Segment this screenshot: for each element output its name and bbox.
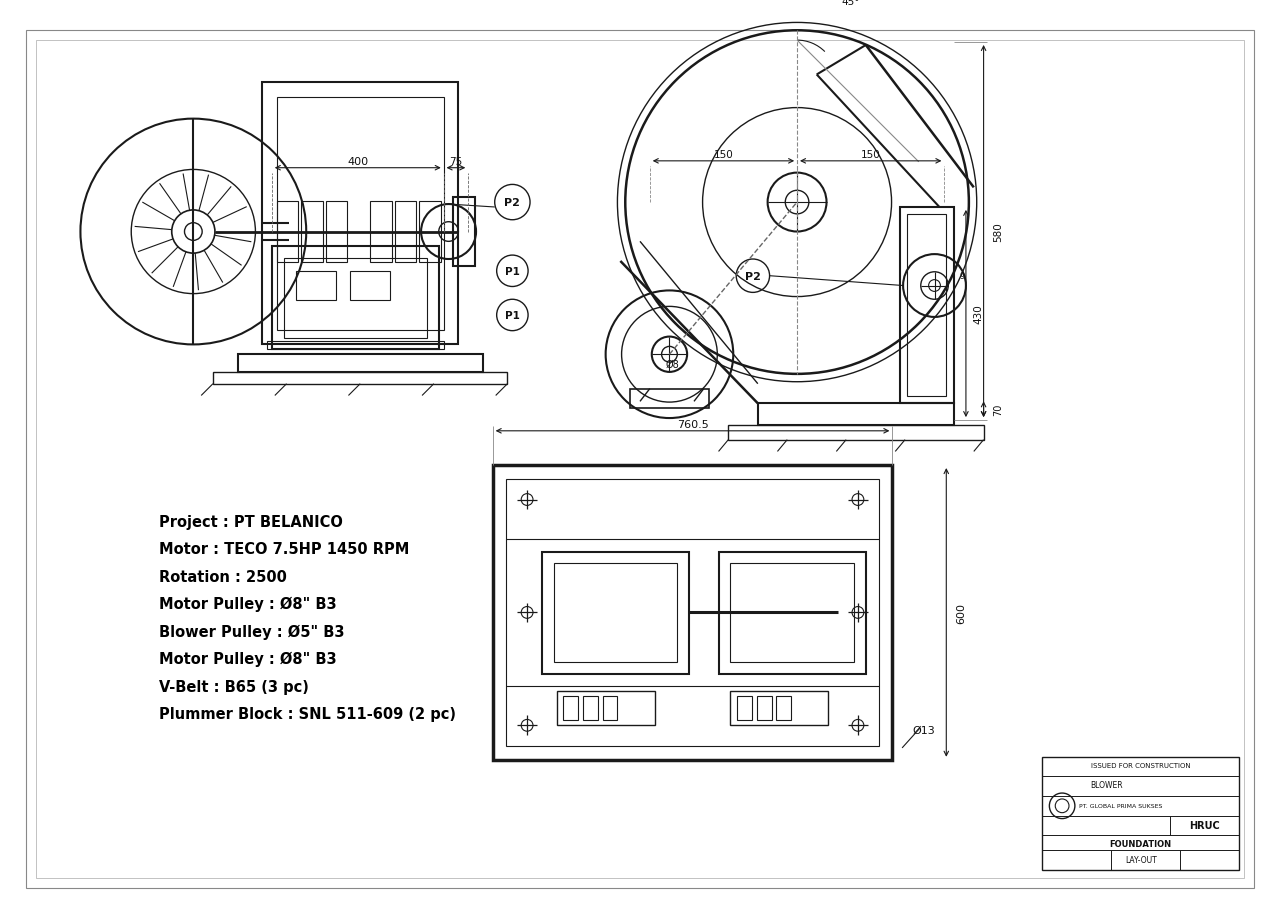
Bar xyxy=(284,259,428,338)
Bar xyxy=(268,342,444,350)
Text: 70: 70 xyxy=(993,404,1004,416)
Text: PT. GLOBAL PRIMA SUKSES: PT. GLOBAL PRIMA SUKSES xyxy=(1079,804,1162,808)
Text: 150: 150 xyxy=(713,150,733,160)
Bar xyxy=(728,425,983,440)
Text: Motor : TECO 7.5HP 1450 RPM: Motor : TECO 7.5HP 1450 RPM xyxy=(159,542,410,556)
Text: FOUNDATION: FOUNDATION xyxy=(1110,839,1171,848)
Bar xyxy=(908,215,946,397)
Bar xyxy=(297,272,335,301)
Bar xyxy=(351,272,389,301)
Bar xyxy=(563,696,579,721)
Text: 45°: 45° xyxy=(842,0,860,7)
Text: Motor Pulley : Ø8" B3: Motor Pulley : Ø8" B3 xyxy=(159,651,337,666)
Bar xyxy=(419,202,440,263)
Text: Ø8.: Ø8. xyxy=(666,359,682,369)
Bar xyxy=(493,466,892,759)
Bar xyxy=(603,696,617,721)
Text: Plummer Block : SNL 511-609 (2 pc): Plummer Block : SNL 511-609 (2 pc) xyxy=(159,706,456,721)
Bar xyxy=(731,691,828,725)
Bar xyxy=(271,247,439,350)
Text: 430: 430 xyxy=(974,304,984,324)
Bar xyxy=(301,202,323,263)
Text: 580: 580 xyxy=(993,222,1004,242)
Bar xyxy=(777,696,791,721)
Bar xyxy=(453,198,475,266)
Text: HRUC: HRUC xyxy=(1189,821,1220,831)
Text: P2: P2 xyxy=(745,272,760,282)
Bar xyxy=(900,208,954,404)
Text: ISSUED FOR CONSTRUCTION: ISSUED FOR CONSTRUCTION xyxy=(1091,762,1190,768)
Text: 150: 150 xyxy=(861,150,881,160)
Bar xyxy=(584,696,598,721)
Bar xyxy=(758,404,954,425)
Text: P1: P1 xyxy=(504,266,520,276)
Text: 75: 75 xyxy=(449,156,462,167)
Bar xyxy=(212,373,507,385)
Text: Project : PT BELANICO: Project : PT BELANICO xyxy=(159,514,343,529)
Bar xyxy=(557,691,655,725)
Bar xyxy=(507,479,878,746)
Bar xyxy=(262,83,458,345)
Text: P1: P1 xyxy=(504,311,520,321)
Text: P2: P2 xyxy=(504,198,520,208)
Bar xyxy=(1042,757,1239,870)
Bar xyxy=(370,202,392,263)
Bar xyxy=(737,696,751,721)
Text: Blower Pulley : Ø5" B3: Blower Pulley : Ø5" B3 xyxy=(159,624,344,639)
Text: V-Belt : B65 (3 pc): V-Belt : B65 (3 pc) xyxy=(159,679,308,694)
Bar xyxy=(394,202,416,263)
Bar xyxy=(718,552,865,675)
Bar xyxy=(276,202,298,263)
Text: BLOWER: BLOWER xyxy=(1091,780,1123,789)
Text: 9: 9 xyxy=(960,272,965,281)
Bar xyxy=(630,389,709,409)
Text: Motor Pulley : Ø8" B3: Motor Pulley : Ø8" B3 xyxy=(159,596,337,611)
Bar xyxy=(326,202,347,263)
Text: 760.5: 760.5 xyxy=(677,420,708,430)
Text: Rotation : 2500: Rotation : 2500 xyxy=(159,569,287,584)
Bar xyxy=(554,563,677,663)
Bar xyxy=(276,98,444,330)
Text: LAY-OUT: LAY-OUT xyxy=(1125,855,1157,864)
Text: Ø13: Ø13 xyxy=(913,725,936,735)
Bar xyxy=(731,563,854,663)
Text: 400: 400 xyxy=(347,156,369,167)
Text: 600: 600 xyxy=(956,602,966,623)
Bar xyxy=(541,552,689,675)
Bar xyxy=(238,355,483,373)
Bar xyxy=(756,696,772,721)
